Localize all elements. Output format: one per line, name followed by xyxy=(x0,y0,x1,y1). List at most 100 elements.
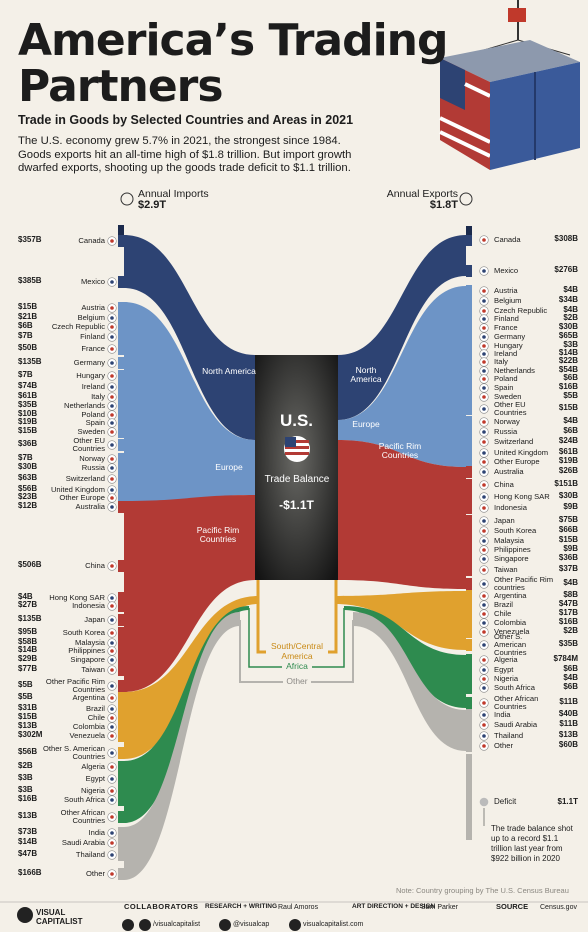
import-value: $30B xyxy=(18,462,38,471)
flag-dot xyxy=(110,404,114,408)
deficit-label: Deficit xyxy=(494,797,517,806)
export-country: Venezuela xyxy=(494,627,530,637)
side-bar xyxy=(118,645,124,657)
import-value: $4B xyxy=(18,592,33,601)
import-country: Saudi Arabia xyxy=(61,838,105,848)
container-illustration xyxy=(439,0,580,170)
side-bar xyxy=(466,466,472,478)
flag-dot xyxy=(482,460,486,464)
export-country: Austria xyxy=(494,286,518,296)
import-value: $29B xyxy=(18,654,38,663)
flag-dot xyxy=(110,641,114,645)
export-flow xyxy=(338,286,466,467)
footer-label: RESEARCH + WRITING xyxy=(205,903,278,910)
globe-icon xyxy=(459,192,473,206)
flag-dot xyxy=(482,686,486,690)
flag-dot xyxy=(110,841,114,845)
flag-dot xyxy=(110,831,114,835)
import-value: $15B xyxy=(18,712,38,721)
import-country: Finland xyxy=(80,332,105,342)
export-country: Sweden xyxy=(494,392,522,402)
center-country: U.S. xyxy=(279,411,314,430)
region-label: Africa xyxy=(286,661,308,671)
side-bar xyxy=(466,608,472,620)
bar-top xyxy=(466,226,472,235)
export-value: $9B xyxy=(563,502,578,511)
import-value: $73B xyxy=(18,827,38,836)
export-value: $308B xyxy=(554,234,578,243)
export-country: Philippines xyxy=(494,545,531,555)
side-bar xyxy=(118,747,124,759)
import-country: Taiwan xyxy=(81,665,105,675)
export-country: Japan xyxy=(494,516,515,526)
flag-dot xyxy=(482,557,486,561)
import-value: $506B xyxy=(18,560,42,569)
side-bar xyxy=(118,627,124,639)
export-value: $24B xyxy=(558,436,578,445)
export-value: $75B xyxy=(558,515,578,524)
flag-dot xyxy=(482,506,486,510)
export-country: Chile xyxy=(494,609,512,619)
flag xyxy=(479,797,489,807)
import-country: Norway xyxy=(79,454,105,464)
export-value: $4B xyxy=(563,673,578,682)
import-value: $135B xyxy=(18,614,42,623)
flag-dot xyxy=(110,421,114,425)
export-value: $11B xyxy=(559,697,578,706)
import-value: $15B xyxy=(18,426,38,435)
export-value: $276B xyxy=(554,265,578,274)
side-bar xyxy=(466,340,472,352)
side-bar xyxy=(118,761,124,773)
import-country: Russia xyxy=(81,463,105,473)
flag-dot xyxy=(110,696,114,700)
export-value: $36B xyxy=(558,553,578,562)
import-country: Algeria xyxy=(81,762,105,772)
side-bar xyxy=(466,479,472,491)
export-value: $11B xyxy=(559,719,578,728)
import-country: India xyxy=(88,828,105,838)
export-country: Egypt xyxy=(494,665,514,675)
flag-dot xyxy=(482,723,486,727)
import-country: Sweden xyxy=(77,427,105,437)
side-bar xyxy=(466,382,472,394)
side-bar xyxy=(118,811,124,823)
export-value: $4B xyxy=(563,416,578,425)
side-bar xyxy=(466,719,472,731)
flag-dot xyxy=(110,477,114,481)
import-country: Poland xyxy=(81,410,105,420)
side-bar xyxy=(118,501,124,513)
side-bar xyxy=(466,590,472,602)
logo-mark xyxy=(17,907,33,923)
export-value: $8B xyxy=(563,590,578,599)
flag-dot xyxy=(110,872,114,876)
export-country: Thailand xyxy=(494,731,524,741)
import-value: $77B xyxy=(18,664,38,673)
flag-dot xyxy=(110,413,114,417)
export-country: India xyxy=(494,710,511,720)
deficit-note: The trade balance shot up to a record $1… xyxy=(491,824,573,863)
export-country: Canada xyxy=(494,235,521,245)
export-country: Italy xyxy=(494,357,508,367)
flag-dot xyxy=(110,374,114,378)
flag-dot xyxy=(482,630,486,634)
side-bar xyxy=(118,849,124,861)
import-value: $3B xyxy=(18,785,33,794)
import-country: Canada xyxy=(78,236,105,246)
other-link xyxy=(239,620,354,683)
export-value: $60B xyxy=(558,740,578,749)
region-label: Europe xyxy=(215,462,243,472)
flag-dot xyxy=(482,643,486,647)
export-country: Russia xyxy=(494,427,518,437)
region-label: Europe xyxy=(352,419,380,429)
center-label: Trade Balance xyxy=(264,474,330,485)
export-country: Ireland xyxy=(494,349,518,359)
side-bar xyxy=(466,305,472,317)
import-value: $2B xyxy=(18,761,33,770)
import-country: Colombia xyxy=(72,722,105,732)
flag-dot xyxy=(482,701,486,705)
flag-dot xyxy=(110,716,114,720)
import-country: Australia xyxy=(75,502,105,512)
side-bar xyxy=(118,321,124,333)
export-country: Other EU Countries xyxy=(494,400,527,417)
